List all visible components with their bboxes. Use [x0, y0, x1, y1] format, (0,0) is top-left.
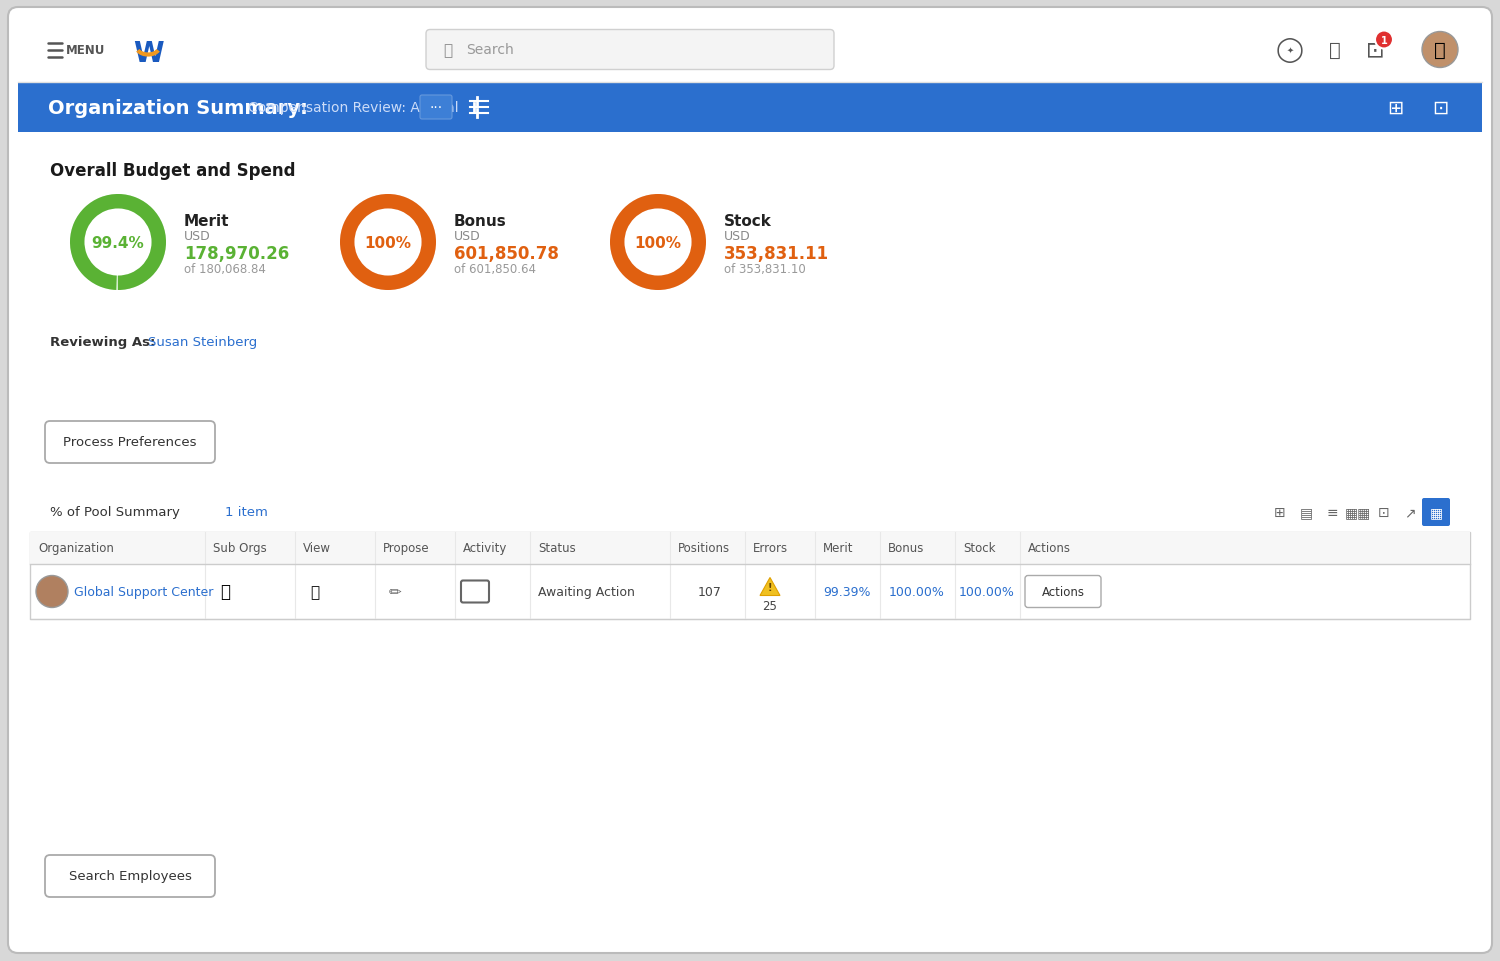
Circle shape	[36, 576, 68, 608]
Bar	[30, 532, 1470, 619]
Text: ···: ···	[429, 101, 442, 115]
Text: ▦▦: ▦▦	[1346, 505, 1371, 520]
Text: Process Preferences: Process Preferences	[63, 436, 196, 449]
Text: View: View	[303, 542, 332, 554]
FancyBboxPatch shape	[45, 422, 214, 463]
Text: USD: USD	[184, 231, 210, 243]
Wedge shape	[70, 195, 166, 290]
Wedge shape	[340, 195, 436, 290]
FancyBboxPatch shape	[45, 855, 214, 897]
Wedge shape	[610, 195, 706, 290]
Text: 👤: 👤	[1434, 41, 1446, 60]
Text: Organization Summary:: Organization Summary:	[48, 98, 308, 117]
Text: Global Support Center: Global Support Center	[74, 585, 213, 599]
Text: Reviewing As:: Reviewing As:	[50, 336, 156, 349]
Text: 353,831.11: 353,831.11	[724, 245, 830, 262]
Text: 100.00%: 100.00%	[890, 585, 945, 599]
Text: Positions: Positions	[678, 542, 730, 554]
Text: Errors: Errors	[753, 542, 788, 554]
Bar	[18, 83, 1482, 133]
Text: ✏: ✏	[388, 584, 402, 600]
Text: USD: USD	[724, 231, 750, 243]
Wedge shape	[70, 195, 166, 290]
Text: ⊞: ⊞	[1388, 98, 1402, 117]
FancyBboxPatch shape	[426, 31, 834, 70]
Text: 1 item: 1 item	[225, 506, 268, 519]
Text: ⊞: ⊞	[1274, 505, 1286, 520]
Text: MENU: MENU	[66, 44, 105, 57]
Circle shape	[1376, 32, 1394, 49]
Text: Awaiting Action: Awaiting Action	[538, 585, 634, 599]
Text: 99.4%: 99.4%	[92, 235, 144, 250]
Text: 99.39%: 99.39%	[824, 585, 870, 599]
Text: ▦: ▦	[1430, 505, 1443, 520]
Wedge shape	[340, 195, 436, 290]
Text: Search: Search	[466, 43, 513, 58]
Text: Actions: Actions	[1028, 542, 1071, 554]
FancyBboxPatch shape	[8, 8, 1492, 953]
Text: 100%: 100%	[364, 235, 411, 250]
Text: Bonus: Bonus	[454, 213, 507, 229]
Bar	[18, 133, 1482, 943]
Text: ↗: ↗	[1404, 505, 1416, 520]
Text: Search Employees: Search Employees	[69, 870, 192, 882]
Text: Merit: Merit	[824, 542, 854, 554]
Text: ✦: ✦	[1287, 46, 1293, 55]
Text: 🔔: 🔔	[1329, 41, 1341, 60]
Text: ⊡: ⊡	[1432, 98, 1448, 117]
Text: ⌕: ⌕	[444, 43, 453, 58]
Text: of 601,850.64: of 601,850.64	[454, 263, 536, 276]
Text: Bonus: Bonus	[888, 542, 924, 554]
Text: 👥: 👥	[220, 583, 230, 601]
Text: Stock: Stock	[963, 542, 996, 554]
Text: Merit: Merit	[184, 213, 230, 229]
Text: 178,970.26: 178,970.26	[184, 245, 290, 262]
Text: 107: 107	[698, 585, 721, 599]
Text: 100%: 100%	[634, 235, 681, 250]
Polygon shape	[760, 578, 780, 596]
Bar	[30, 532, 1470, 564]
Text: 25: 25	[762, 600, 777, 612]
Text: 1: 1	[1380, 36, 1388, 45]
Text: ⊡: ⊡	[1365, 40, 1384, 61]
FancyBboxPatch shape	[1024, 576, 1101, 608]
Text: Stock: Stock	[724, 213, 772, 229]
Text: Organization: Organization	[38, 542, 114, 554]
Text: Compensation Review: Annual: Compensation Review: Annual	[248, 101, 459, 115]
Circle shape	[1422, 33, 1458, 68]
Text: 601,850.78: 601,850.78	[454, 245, 560, 262]
FancyBboxPatch shape	[420, 96, 452, 120]
Text: Status: Status	[538, 542, 576, 554]
Text: ◯: ◯	[1276, 38, 1304, 62]
Text: USD: USD	[454, 231, 480, 243]
Wedge shape	[610, 195, 706, 290]
Text: % of Pool Summary: % of Pool Summary	[50, 506, 180, 519]
Text: Susan Steinberg: Susan Steinberg	[148, 336, 258, 349]
Text: ≡: ≡	[1326, 505, 1338, 520]
Text: of 353,831.10: of 353,831.10	[724, 263, 806, 276]
Text: 🔍: 🔍	[310, 584, 320, 600]
Text: Overall Budget and Spend: Overall Budget and Spend	[50, 161, 296, 180]
Text: W: W	[132, 40, 164, 68]
Text: Activity: Activity	[464, 542, 507, 554]
Text: Propose: Propose	[382, 542, 429, 554]
Text: Sub Orgs: Sub Orgs	[213, 542, 267, 554]
Text: Actions: Actions	[1041, 585, 1084, 599]
Text: 100.00%: 100.00%	[958, 585, 1016, 599]
FancyBboxPatch shape	[1422, 499, 1450, 527]
Text: ⊡: ⊡	[1378, 505, 1390, 520]
Text: of 180,068.84: of 180,068.84	[184, 263, 266, 276]
Text: !: !	[768, 583, 772, 593]
Text: ▤: ▤	[1299, 505, 1312, 520]
Bar	[18, 18, 1482, 83]
